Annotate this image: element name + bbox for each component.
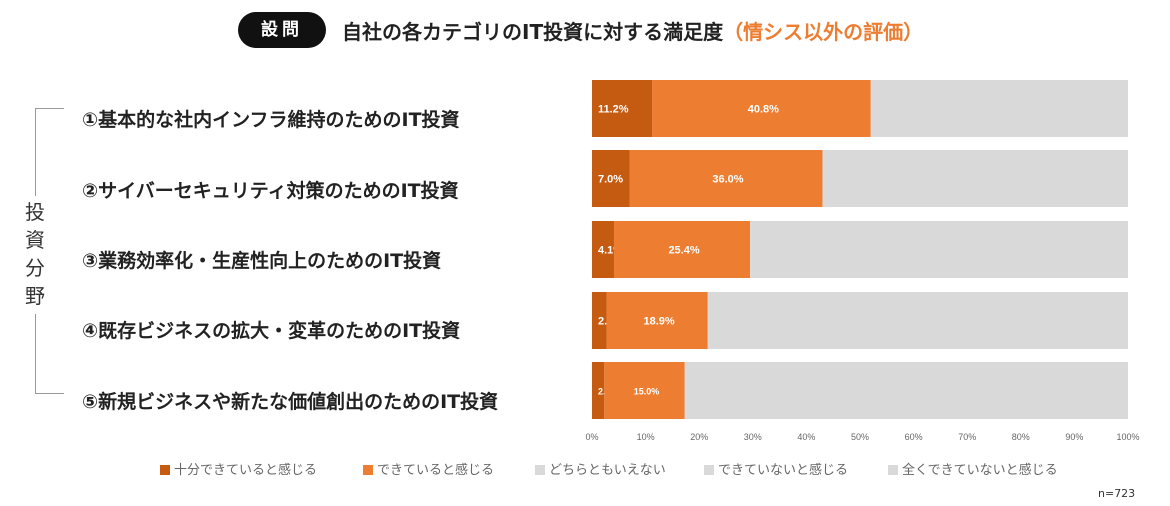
legend-label: どちらともいえない xyxy=(549,463,666,478)
legend-item: 全くできていないと感じる xyxy=(888,459,1058,478)
legend-item: できていないと感じる xyxy=(704,459,848,478)
side-label: 投 資 分 野 xyxy=(20,198,50,310)
title-main: 自社の各カテゴリのIT投資に対する満足度 xyxy=(342,20,724,44)
bar-segment-row1-series2 xyxy=(652,80,871,137)
x-tick-label: 60% xyxy=(905,432,923,442)
legend-swatch-satisfied xyxy=(363,465,373,475)
legend: 十分できていると感じる できていると感じる どちらともいえない できていないと感… xyxy=(160,459,1090,479)
category-label-1: ①基本的な社内インフラ維持のためのIT投資 xyxy=(82,109,460,131)
bar-segment-row5-series2 xyxy=(604,362,685,419)
title-highlight: 情シス以外の評価 xyxy=(743,20,904,44)
title-paren-open: （ xyxy=(723,20,744,44)
legend-label: 十分できていると感じる xyxy=(174,463,318,478)
data-label-row2-series2: 36.0% xyxy=(712,174,743,186)
side-label-char: 分 xyxy=(25,256,45,280)
title-paren-close: ） xyxy=(903,20,924,44)
x-tick-label: 20% xyxy=(690,432,708,442)
title-row: 設問 自社の各カテゴリのIT投資に対する満足度（情シス以外の評価） xyxy=(0,8,1170,52)
bar-segment-row3-series3 xyxy=(750,221,1128,278)
data-label-row3-series2: 25.4% xyxy=(668,245,699,257)
bar-segment-row1-series1 xyxy=(592,80,653,137)
category-label-5: ⑤新規ビジネスや新たな価値創出のためのIT投資 xyxy=(82,391,499,413)
chart-title: 自社の各カテゴリのIT投資に対する満足度（情シス以外の評価） xyxy=(342,16,923,45)
legend-swatch-very-satisfied xyxy=(160,465,170,475)
x-tick-label: 90% xyxy=(1065,432,1083,442)
bar-segment-row2-series3 xyxy=(822,150,1128,207)
bar-segment-row5-series3 xyxy=(684,362,1128,419)
bar-segment-row4-series3 xyxy=(707,292,1128,349)
legend-swatch-neutral xyxy=(535,465,545,475)
legend-label: できていないと感じる xyxy=(718,463,849,478)
category-label-4: ④既存ビジネスの拡大・変革のためのIT投資 xyxy=(82,320,461,342)
bar-segment-row2-series1 xyxy=(592,150,630,207)
bar-segment-row3-series1 xyxy=(592,221,614,278)
sample-size-note: n=723 xyxy=(1098,487,1136,500)
bar-segment-row5-series1 xyxy=(592,362,605,419)
x-tick-label: 0% xyxy=(585,432,598,442)
legend-label: できていると感じる xyxy=(377,463,495,478)
legend-swatch-not-satisfied xyxy=(704,465,714,475)
bar-segment-row4-series2 xyxy=(606,292,708,349)
x-tick-label: 100% xyxy=(1116,432,1139,442)
legend-item: できていると感じる xyxy=(363,459,494,478)
category-label-3: ③業務効率化・生産性向上のためのIT投資 xyxy=(82,250,442,272)
x-tick-label: 50% xyxy=(851,432,869,442)
x-tick-label: 70% xyxy=(958,432,976,442)
category-label-2: ②サイバーセキュリティ対策のためのIT投資 xyxy=(82,180,459,202)
x-tick-label: 10% xyxy=(637,432,655,442)
question-badge: 設問 xyxy=(238,12,326,48)
data-label-row1-series1: 11.2% xyxy=(598,104,629,116)
bar-segment-row3-series2 xyxy=(613,221,751,278)
x-tick-label: 30% xyxy=(744,432,762,442)
x-tick-label: 80% xyxy=(1012,432,1030,442)
data-label-row2-series1: 7.0% xyxy=(598,174,623,186)
legend-item: どちらともいえない xyxy=(535,459,666,478)
data-label-row4-series2: 18.9% xyxy=(644,316,675,328)
bar-segment-row1-series3 xyxy=(870,80,1128,137)
legend-label: 全くできていないと感じる xyxy=(902,463,1058,478)
legend-item: 十分できていると感じる xyxy=(160,459,317,478)
side-label-background xyxy=(18,196,52,314)
bar-segment-row2-series2 xyxy=(629,150,823,207)
bar-segment-row4-series1 xyxy=(592,292,607,349)
side-label-char: 投 xyxy=(25,200,45,224)
side-label-char: 野 xyxy=(25,284,45,308)
data-label-row5-series2: 15.0% xyxy=(634,387,660,397)
data-label-row1-series2: 40.8% xyxy=(748,104,779,116)
side-label-char: 資 xyxy=(25,228,45,252)
legend-swatch-not-at-all xyxy=(888,465,898,475)
x-tick-label: 40% xyxy=(797,432,815,442)
